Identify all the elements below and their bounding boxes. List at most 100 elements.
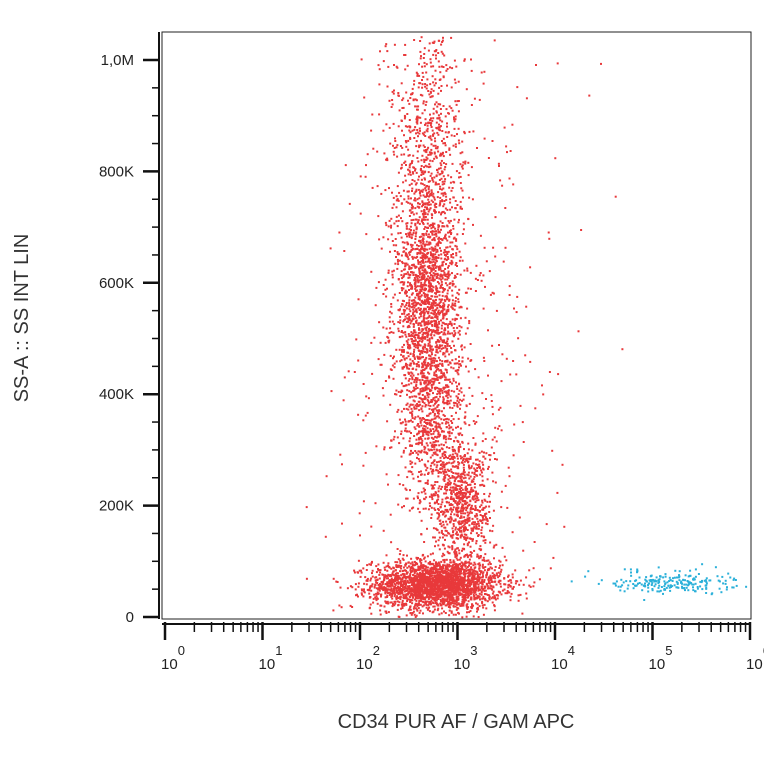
data-point xyxy=(509,599,512,602)
data-point xyxy=(354,583,357,586)
data-point xyxy=(392,438,395,441)
data-point xyxy=(432,383,435,386)
data-point xyxy=(434,227,437,230)
data-point xyxy=(471,606,474,609)
data-point xyxy=(387,585,390,588)
data-point xyxy=(433,493,435,496)
data-point xyxy=(447,606,450,608)
data-point xyxy=(447,601,450,603)
data-point xyxy=(378,589,381,592)
data-point xyxy=(408,308,411,311)
data-point xyxy=(421,201,424,204)
data-point xyxy=(404,447,407,449)
data-point xyxy=(460,387,463,390)
data-point xyxy=(440,306,443,309)
data-point xyxy=(428,610,431,613)
data-point xyxy=(424,568,426,571)
data-point xyxy=(395,564,398,567)
data-point xyxy=(386,600,389,603)
data-point xyxy=(430,148,433,151)
data-point xyxy=(404,292,407,295)
data-point xyxy=(445,446,448,449)
data-point xyxy=(400,353,403,356)
data-point xyxy=(429,235,432,238)
data-point xyxy=(418,279,421,282)
data-point xyxy=(422,601,425,604)
data-point xyxy=(491,588,494,591)
data-point xyxy=(440,371,443,374)
data-point xyxy=(449,406,451,409)
data-point xyxy=(468,584,471,586)
data-point xyxy=(444,590,447,593)
data-point xyxy=(454,274,457,277)
data-point xyxy=(393,574,396,577)
data-point xyxy=(433,579,436,582)
data-point xyxy=(384,583,387,586)
data-point xyxy=(427,608,430,611)
data-point xyxy=(426,296,429,299)
data-point xyxy=(416,244,418,247)
data-point xyxy=(408,129,411,132)
data-point xyxy=(441,276,444,279)
data-point xyxy=(448,614,451,617)
data-point xyxy=(429,602,432,605)
data-point xyxy=(392,589,394,592)
data-point xyxy=(385,612,388,614)
data-point xyxy=(412,218,415,221)
data-point xyxy=(440,43,443,46)
data-point xyxy=(460,165,463,168)
data-point xyxy=(419,93,422,96)
data-point xyxy=(425,582,428,585)
data-point xyxy=(397,94,400,97)
data-point xyxy=(426,569,429,572)
data-point xyxy=(456,582,459,585)
data-point xyxy=(403,365,406,368)
data-point xyxy=(443,339,446,342)
data-point xyxy=(405,587,408,590)
data-point xyxy=(437,254,440,257)
data-point xyxy=(378,321,381,324)
data-point xyxy=(389,575,392,578)
data-point xyxy=(416,277,419,280)
data-point xyxy=(439,433,442,436)
data-point xyxy=(466,572,469,575)
data-point xyxy=(409,322,412,325)
data-point xyxy=(390,305,393,308)
data-point xyxy=(454,358,457,361)
data-point xyxy=(441,291,444,294)
data-point xyxy=(460,568,463,570)
data-point xyxy=(419,256,422,259)
data-point xyxy=(473,585,475,587)
data-point xyxy=(400,578,403,581)
data-point xyxy=(401,210,404,213)
data-point xyxy=(339,586,342,589)
data-point xyxy=(401,107,404,109)
data-point xyxy=(449,454,452,457)
data-point xyxy=(482,597,485,600)
data-point xyxy=(414,602,417,605)
data-point xyxy=(416,279,419,282)
data-point xyxy=(438,225,441,228)
data-point xyxy=(433,605,436,608)
data-point xyxy=(420,278,423,281)
data-point xyxy=(454,613,457,616)
data-point xyxy=(430,599,433,602)
data-point xyxy=(427,596,430,599)
data-point xyxy=(442,575,445,578)
data-point xyxy=(405,365,408,368)
data-point xyxy=(426,243,429,246)
data-point xyxy=(412,399,415,402)
data-point xyxy=(466,592,469,594)
data-point xyxy=(414,224,417,227)
data-point xyxy=(478,569,481,572)
data-point xyxy=(433,230,435,233)
data-point xyxy=(453,218,456,221)
data-point xyxy=(432,180,435,183)
data-point xyxy=(428,502,431,505)
data-point xyxy=(413,613,416,616)
data-point xyxy=(449,583,452,586)
data-point xyxy=(375,565,378,568)
data-point xyxy=(412,299,415,302)
data-point xyxy=(495,572,498,575)
data-point xyxy=(429,365,432,368)
